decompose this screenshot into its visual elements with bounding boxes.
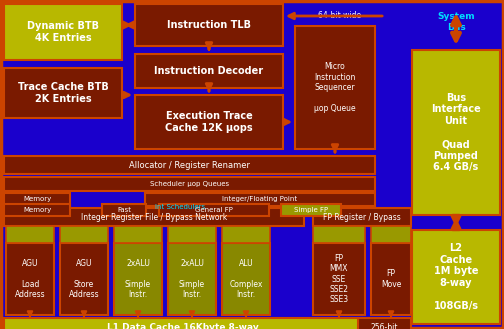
Bar xyxy=(60,226,108,243)
Bar xyxy=(4,156,375,174)
Bar xyxy=(168,243,216,315)
Bar xyxy=(4,4,122,60)
Bar xyxy=(102,204,146,216)
Bar xyxy=(114,243,162,315)
Text: Instruction Decoder: Instruction Decoder xyxy=(154,66,264,76)
Text: FP
MMX
SSE
SSE2
SSE3: FP MMX SSE SSE2 SSE3 xyxy=(330,254,349,304)
Text: Instruction TLB: Instruction TLB xyxy=(167,20,251,30)
Text: General FP: General FP xyxy=(195,207,233,213)
Text: Bus
Interface
Unit

Quad
Pumped
6.4 GB/s: Bus Interface Unit Quad Pumped 6.4 GB/s xyxy=(431,93,481,172)
Bar xyxy=(222,243,270,315)
Text: System
Bus: System Bus xyxy=(437,12,475,32)
Text: Dynamic BTB
4K Entries: Dynamic BTB 4K Entries xyxy=(27,21,99,43)
Text: ALU

Complex
Instr.: ALU Complex Instr. xyxy=(229,259,263,299)
Text: Simple FP: Simple FP xyxy=(294,207,328,213)
Bar xyxy=(60,243,108,315)
Text: FP
Move: FP Move xyxy=(381,269,401,289)
Text: 2xALU

Simple
Instr.: 2xALU Simple Instr. xyxy=(125,259,151,299)
Bar xyxy=(159,204,269,216)
Bar xyxy=(313,243,365,315)
Bar xyxy=(412,50,500,215)
Bar xyxy=(168,226,216,243)
Text: AGU

Store
Address: AGU Store Address xyxy=(69,259,99,299)
Text: Fast: Fast xyxy=(117,207,131,213)
Bar xyxy=(295,26,375,149)
Bar xyxy=(222,226,270,243)
Text: FP Register / Bypass: FP Register / Bypass xyxy=(323,213,401,221)
Text: Scheduler μop Queues: Scheduler μop Queues xyxy=(150,181,229,187)
Bar xyxy=(4,208,304,226)
Text: Integer Register File / Bypass Network: Integer Register File / Bypass Network xyxy=(81,213,227,221)
Bar xyxy=(313,226,365,243)
Text: L1 Data Cache 16Kbyte 8-way: L1 Data Cache 16Kbyte 8-way xyxy=(107,323,259,329)
Text: Micro
Instruction
Sequencer

μop Queue: Micro Instruction Sequencer μop Queue xyxy=(314,62,356,113)
Text: Memory: Memory xyxy=(23,207,51,213)
Text: AGU

Load
Address: AGU Load Address xyxy=(15,259,45,299)
Text: 64-bit wide: 64-bit wide xyxy=(319,12,361,20)
Text: Execution Trace
Cache 12K μops: Execution Trace Cache 12K μops xyxy=(165,111,253,133)
Bar xyxy=(4,204,70,216)
Bar xyxy=(281,204,341,216)
Bar xyxy=(135,95,283,149)
Bar xyxy=(358,318,411,329)
Text: 2xALU

Simple
Instr.: 2xALU Simple Instr. xyxy=(179,259,205,299)
Bar xyxy=(135,4,283,46)
Bar xyxy=(145,193,375,206)
Bar xyxy=(6,226,54,243)
Bar xyxy=(4,318,362,329)
Text: L2
Cache
1M byte
8-way

108GB/s: L2 Cache 1M byte 8-way 108GB/s xyxy=(433,243,478,311)
Bar xyxy=(313,208,411,226)
Bar xyxy=(4,177,375,191)
Text: 256-bit: 256-bit xyxy=(371,323,398,329)
Bar xyxy=(4,193,70,206)
Text: Trace Cache BTB
2K Entries: Trace Cache BTB 2K Entries xyxy=(18,82,108,104)
Bar xyxy=(371,243,411,315)
Text: Integer/Floating Point: Integer/Floating Point xyxy=(222,196,297,203)
Bar xyxy=(412,230,500,324)
Text: Memory: Memory xyxy=(23,196,51,203)
Bar xyxy=(371,226,411,243)
Bar xyxy=(114,226,162,243)
Bar xyxy=(4,68,122,118)
Text: Int Schedulers: Int Schedulers xyxy=(155,204,205,210)
Bar xyxy=(6,243,54,315)
Bar xyxy=(135,54,283,88)
Text: Allocator / Register Renamer: Allocator / Register Renamer xyxy=(129,161,250,169)
